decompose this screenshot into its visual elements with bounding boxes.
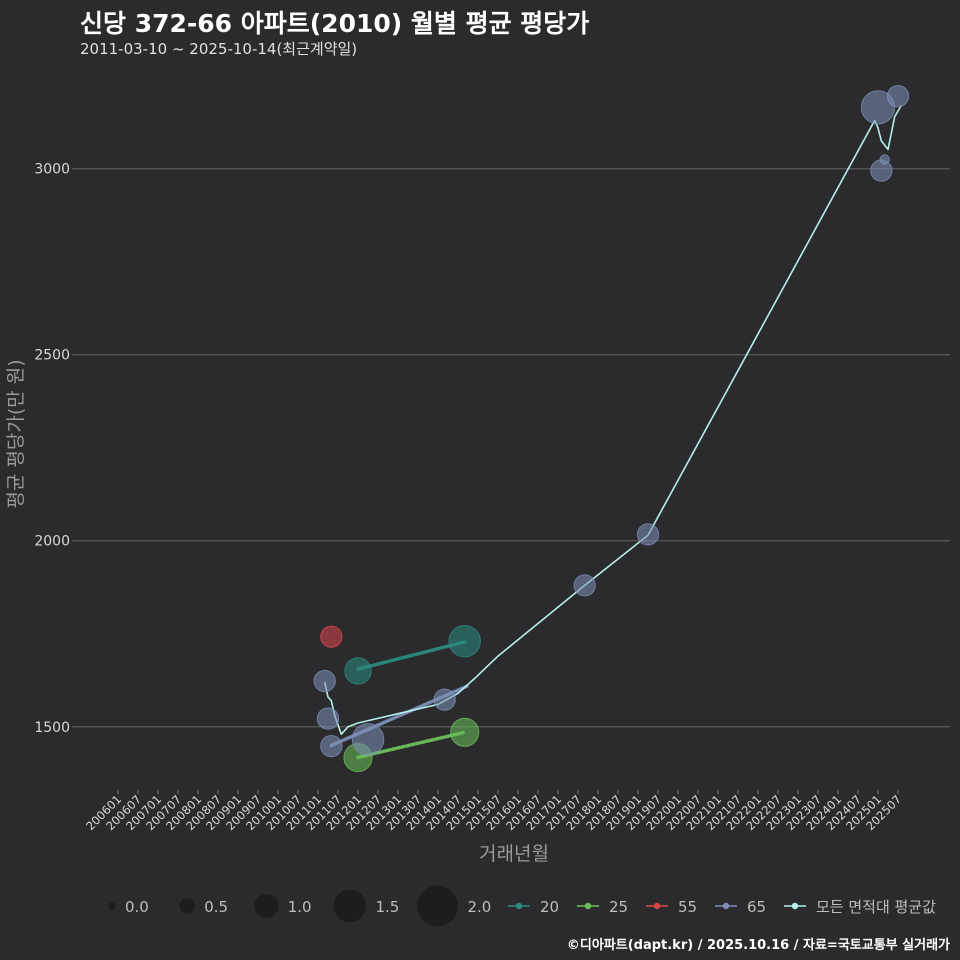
data-point-20 bbox=[344, 657, 372, 685]
y-axis-ticks: 1500 2000 2500 3000 bbox=[34, 162, 70, 736]
color-legend-label: 20 bbox=[540, 898, 559, 916]
data-source-credit: ©디아파트(dapt.kr) / 2025.10.16 / 자료=국토교통부 실… bbox=[566, 938, 950, 953]
size-legend-label: 0.0 bbox=[125, 898, 149, 916]
color-legend-label: 25 bbox=[609, 898, 628, 916]
y-tick-label: 1500 bbox=[34, 720, 70, 736]
data-point-65 bbox=[316, 707, 340, 730]
data-point-65 bbox=[313, 669, 336, 693]
series-lines bbox=[323, 105, 902, 760]
data-point-65 bbox=[636, 523, 660, 546]
color-legend: 20 25 55 65 모든 면적대 평균값 bbox=[508, 898, 936, 916]
chart-subtitle: 2011-03-10 ~ 2025-10-14(최근계약일) bbox=[80, 40, 358, 58]
size-legend-dot bbox=[417, 885, 458, 927]
data-point-65 bbox=[573, 574, 596, 597]
size-legend-label: 0.5 bbox=[204, 898, 228, 916]
series-line-average bbox=[323, 105, 902, 736]
color-legend-key-dot bbox=[515, 902, 523, 910]
color-legend-label: 모든 면적대 평균값 bbox=[816, 898, 936, 916]
y-tick-label: 3000 bbox=[34, 162, 70, 178]
data-point-65 bbox=[433, 688, 456, 711]
color-legend-key-dot bbox=[722, 902, 730, 910]
size-legend-dot bbox=[333, 889, 366, 923]
size-legend: 0.0 0.5 1.0 1.5 2.0 bbox=[108, 885, 492, 927]
color-legend-key-dot bbox=[791, 902, 799, 910]
color-legend-key-dot bbox=[653, 902, 661, 910]
size-legend-dot bbox=[179, 898, 195, 914]
chart-title: 신당 372-66 아파트(2010) 월별 평균 평당가 bbox=[80, 9, 590, 38]
data-point-25 bbox=[450, 717, 480, 747]
size-legend-label: 2.0 bbox=[468, 898, 492, 916]
color-legend-label: 55 bbox=[678, 898, 697, 916]
size-legend-label: 1.5 bbox=[376, 898, 400, 916]
y-tick-label: 2000 bbox=[34, 534, 70, 550]
y-axis-label: 평균 평당가(만 원) bbox=[5, 359, 27, 508]
data-point-65 bbox=[351, 723, 385, 756]
size-legend-label: 1.0 bbox=[288, 898, 312, 916]
size-legend-dot bbox=[108, 902, 116, 910]
data-point-65 bbox=[879, 154, 890, 165]
data-point-65 bbox=[886, 85, 910, 108]
data-point-55 bbox=[320, 625, 343, 648]
series-points bbox=[313, 85, 910, 773]
y-tick-label: 2500 bbox=[34, 348, 70, 364]
x-axis-label: 거래년월 bbox=[479, 843, 549, 865]
color-legend-label: 65 bbox=[747, 898, 766, 916]
data-point-65 bbox=[320, 734, 343, 758]
data-point-65 bbox=[860, 90, 896, 125]
series-line-20 bbox=[356, 640, 467, 671]
color-legend-key-dot bbox=[584, 902, 592, 910]
size-legend-dot bbox=[254, 894, 279, 918]
data-point-20 bbox=[448, 624, 481, 658]
x-axis-ticks: 2006012006072007012007072008012008072009… bbox=[83, 790, 904, 833]
gridlines bbox=[72, 168, 950, 728]
